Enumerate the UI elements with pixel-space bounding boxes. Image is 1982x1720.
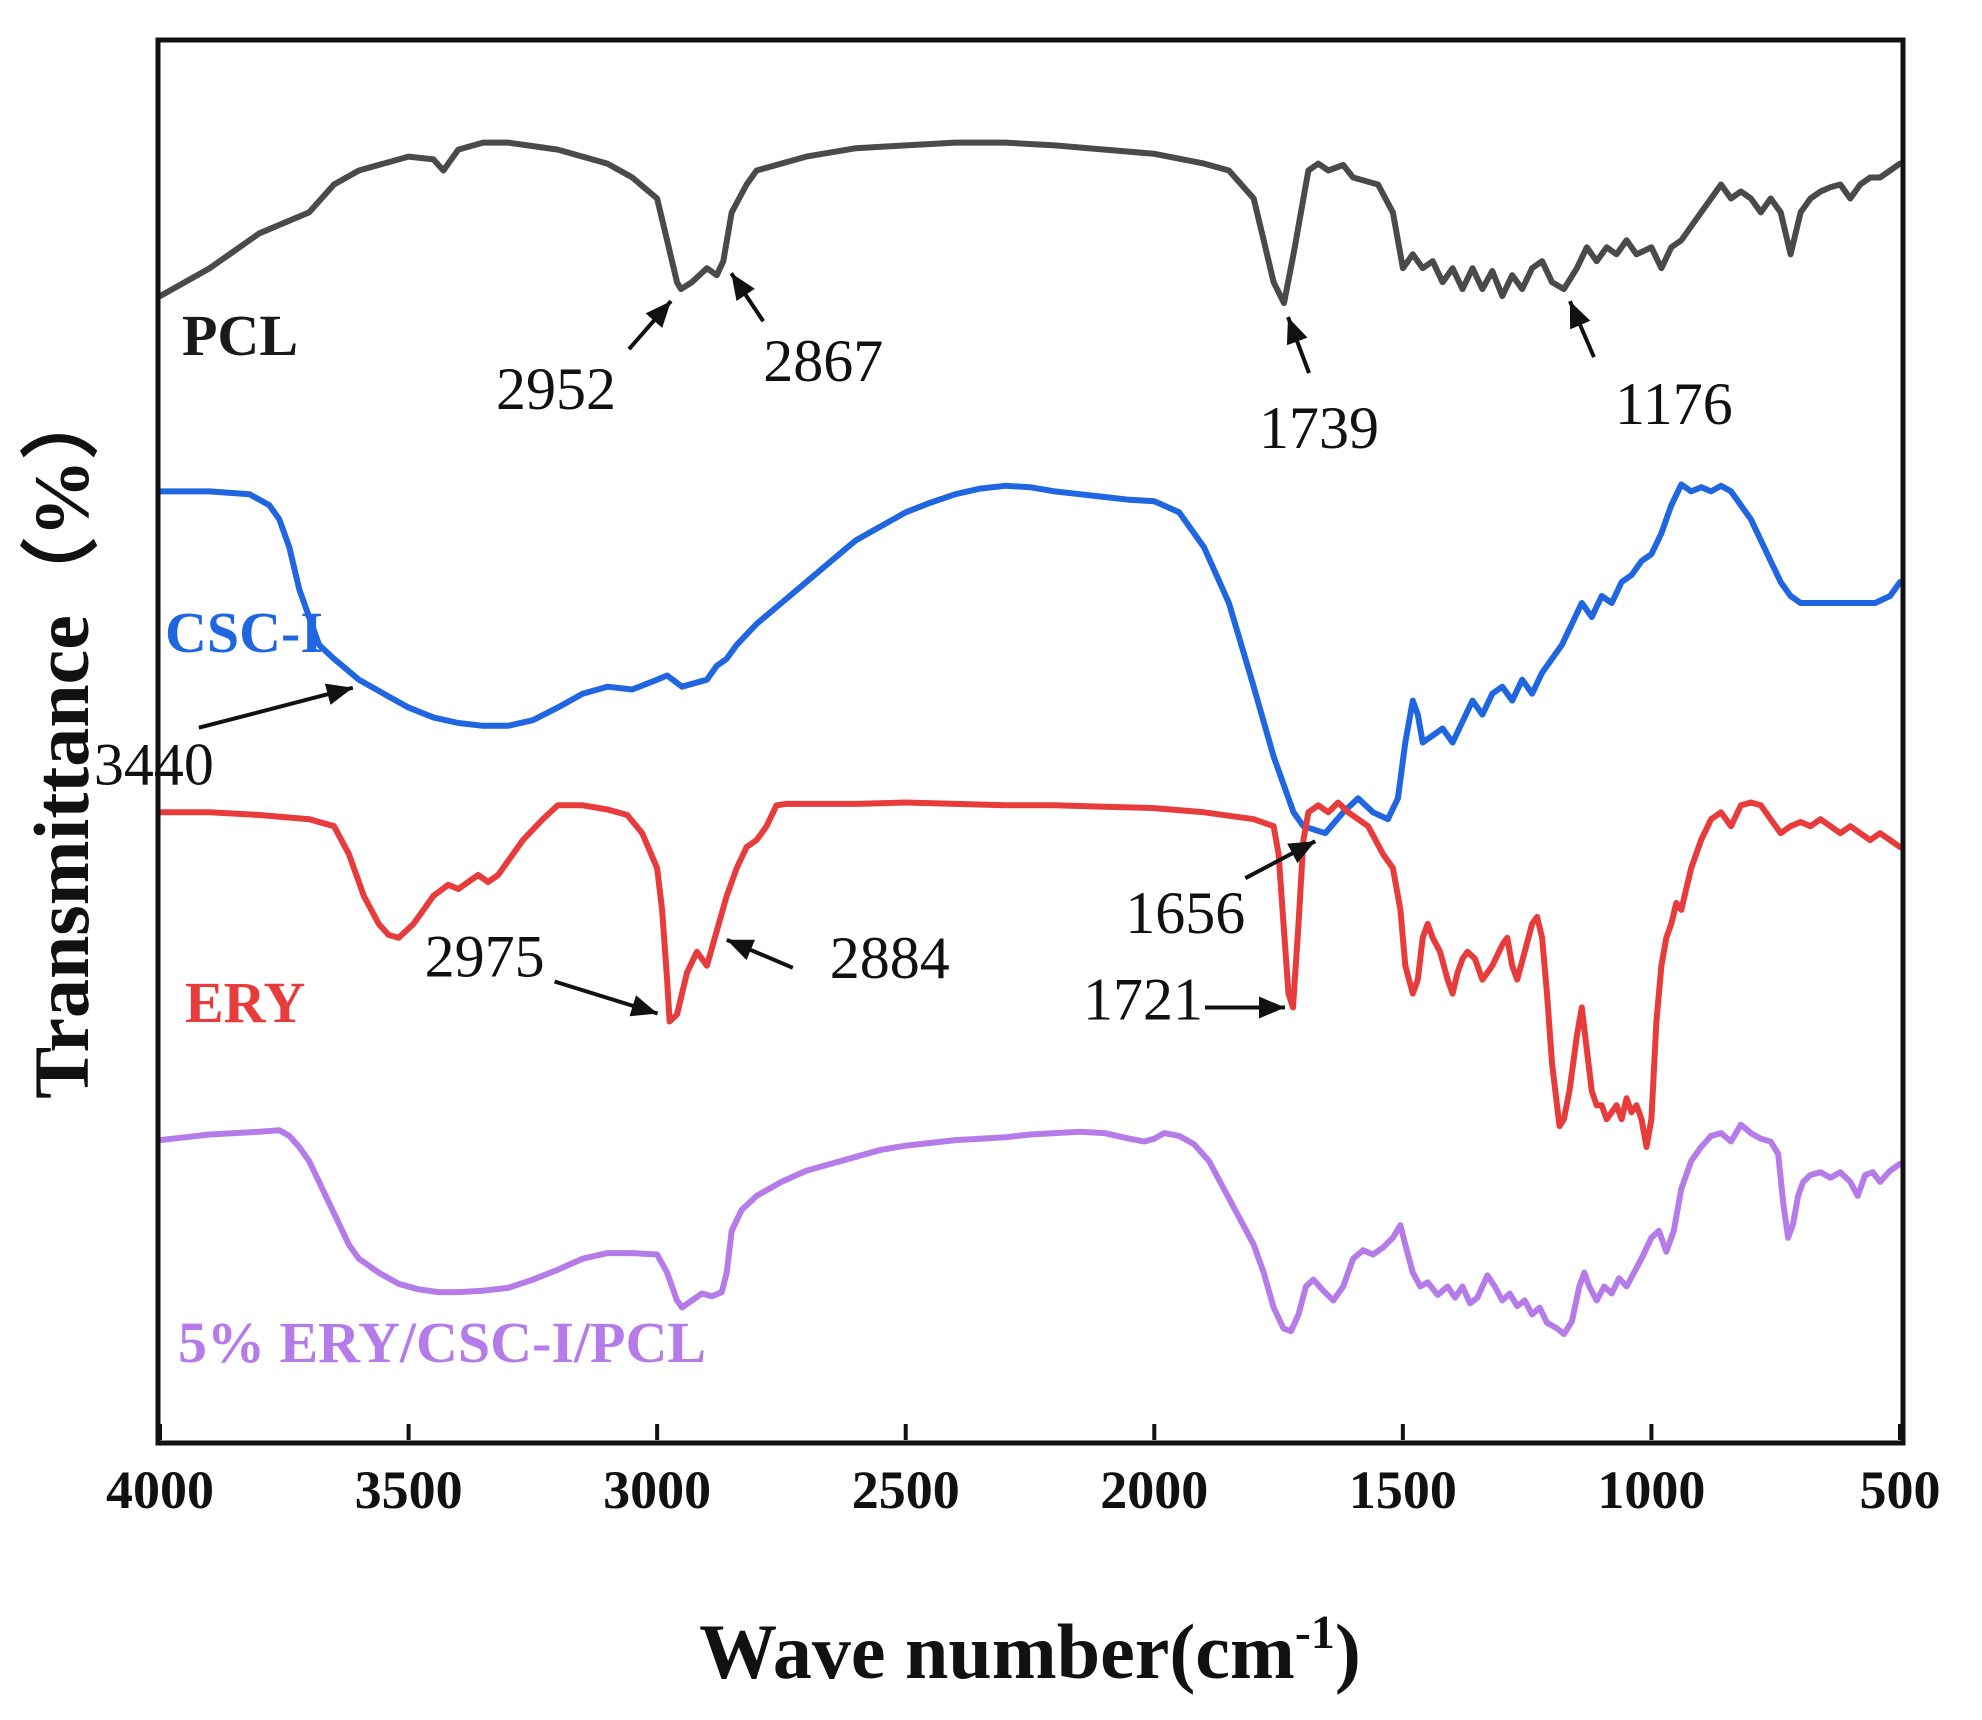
x-axis-title-exponent: -1 [1295,1606,1335,1659]
series-label-composite: 5% ERY/CSC-I/PCL [178,1310,706,1375]
peak-annotation-2884: 2884 [726,925,950,991]
x-tick-label: 500 [1860,1460,1941,1520]
x-tick-label: 3500 [355,1460,463,1520]
x-tick-label: 2500 [852,1460,960,1520]
x-tick-label: 1000 [1597,1460,1705,1520]
peak-annotation-1721: 1721 [1083,967,1285,1033]
x-axis-title-close: ) [1335,1608,1361,1695]
series-layer [157,139,1903,1337]
annotation-arrowhead [645,301,671,328]
series-label-csc-i: CSC-I [165,600,323,665]
series-label-layer: PCL CSC-I ERY 5% ERY/CSC-I/PCL [165,303,706,1375]
peak-annotation-2867: 2867 [729,272,883,394]
series-line-csc-i [157,481,1903,837]
peak-label-1739: 1739 [1259,395,1379,461]
x-tick-label: 2000 [1100,1460,1208,1520]
annotation-arrowhead [629,995,658,1017]
x-tick-label: 1500 [1349,1460,1457,1520]
x-axis-title: Wave number(cm-1) [699,1606,1361,1695]
peak-annotation-2952: 2952 [496,299,673,422]
peak-label-1176: 1176 [1615,371,1733,437]
series-label-pcl: PCL [182,303,298,368]
series-label-ery: ERY [185,970,305,1035]
annotation-arrowhead [731,273,755,301]
x-axis: 4000 3500 3000 2500 2000 1500 1000 500 [106,1424,1941,1520]
annotation-arrowhead [324,683,353,705]
peak-label-1721: 1721 [1083,967,1203,1033]
series-line-pcl [157,139,1903,307]
series-line-5-ery-csc-i-pcl [157,1121,1903,1337]
peak-label-2975: 2975 [425,924,545,990]
peak-annotation-1739: 1739 [1259,316,1379,461]
peak-label-2884: 2884 [830,925,950,991]
x-axis-title-main: Wave number [699,1608,1169,1695]
annotation-arrowhead [1287,841,1316,864]
annotation-arrowhead [1286,317,1308,346]
peak-label-2952: 2952 [496,356,616,422]
peak-label-3440: 3440 [94,732,214,798]
x-axis-title-unit: (cm [1169,1608,1295,1695]
annotation-arrowhead [726,939,755,961]
annotation-arrowhead [1569,301,1591,330]
peak-annotation-1176: 1176 [1568,300,1733,437]
annotation-layer: 2952 2867 1739 1176 3440 1656 2975 2884 1721 [94,272,1733,1033]
peak-label-2867: 2867 [763,328,883,394]
peak-annotation-3440: 3440 [94,683,354,798]
peak-annotation-1656: 1656 [1125,839,1317,946]
annotation-arrow-line [198,685,354,730]
peak-label-1656: 1656 [1125,880,1245,946]
plot-frame [155,37,1906,1446]
x-tick-label: 4000 [106,1460,214,1520]
peak-annotation-2975: 2975 [425,924,659,1017]
annotation-arrowhead [1259,996,1285,1019]
x-tick-label: 3000 [603,1460,711,1520]
series-line-ery [157,799,1903,1150]
y-axis-title: Transmittance（%） [18,381,105,1099]
